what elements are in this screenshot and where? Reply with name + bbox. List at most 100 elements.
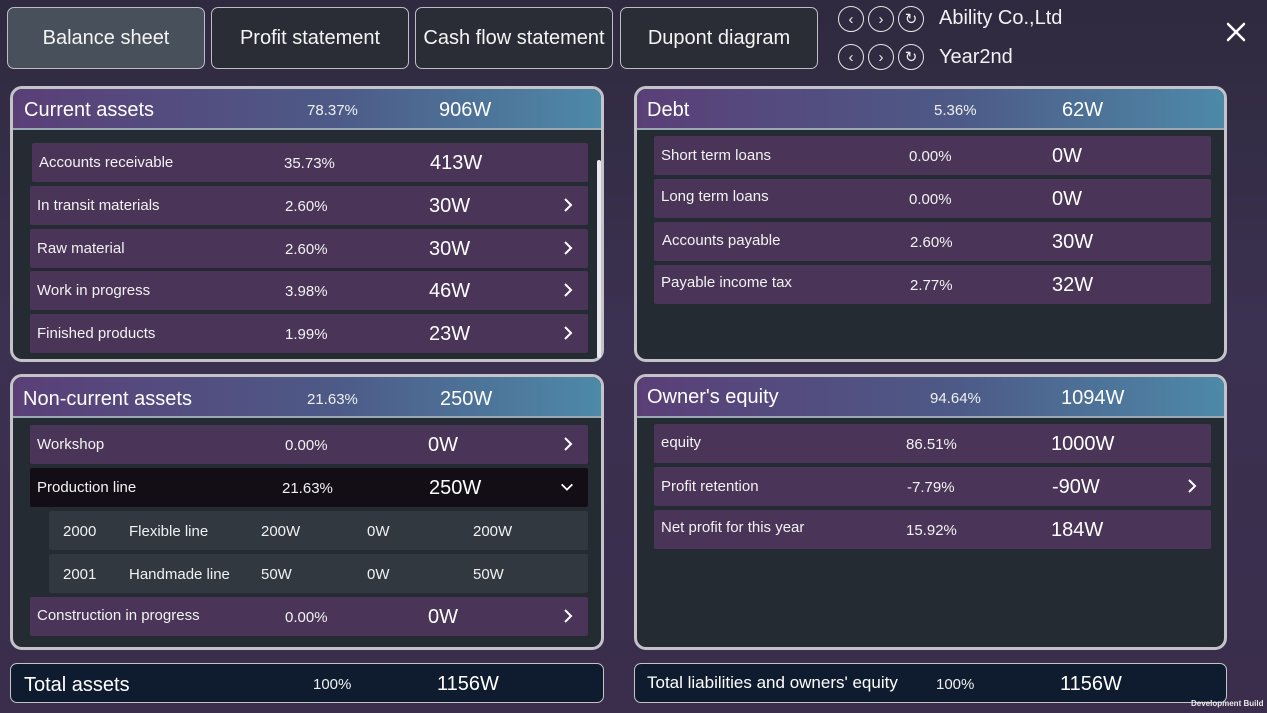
sub-row-value-c: 200W	[473, 523, 513, 540]
row-accounts-receivable[interactable]: Accounts receivable 35.73% 413W	[32, 143, 588, 182]
debt-pct: 5.36%	[934, 102, 977, 119]
owners-equity-title: Owner's equity	[647, 386, 779, 408]
row-label: Work in progress	[37, 282, 151, 299]
company-refresh-button[interactable]: ↻	[898, 6, 924, 32]
current-assets-panel: Current assets 78.37% 906W Accounts rece…	[10, 86, 604, 362]
row-short-term-loans[interactable]: Short term loans 0.00% 0W	[654, 136, 1211, 175]
row-in-transit-materials[interactable]: In transit materials 2.60% 30W	[30, 186, 588, 225]
row-pct: 2.60%	[285, 198, 328, 215]
non-current-assets-panel: Non-current assets 21.63% 250W Workshop …	[10, 374, 604, 650]
row-pct: 21.63%	[282, 480, 333, 497]
year-refresh-button[interactable]: ↻	[898, 44, 924, 70]
sub-row-code: 2001	[63, 566, 97, 583]
row-pct: 2.77%	[910, 277, 953, 294]
row-label: Raw material	[37, 240, 125, 257]
chevron-right-icon[interactable]	[560, 435, 576, 453]
owners-equity-header: Owner's equity 94.64% 1094W	[637, 377, 1224, 418]
row-pct: 0.00%	[285, 609, 328, 626]
chevron-right-icon[interactable]	[1184, 477, 1200, 495]
year-prev-button[interactable]: ‹	[838, 44, 864, 70]
company-name: Ability Co.,Ltd	[939, 7, 1063, 29]
sub-row-flexible-line: 2000 Flexible line 200W 0W 200W	[49, 511, 588, 550]
row-label: Accounts receivable	[39, 154, 174, 171]
row-value: 1000W	[1051, 433, 1115, 455]
total-liabilities-value: 1156W	[1060, 673, 1122, 695]
non-current-assets-pct: 21.63%	[307, 391, 358, 408]
owners-equity-pct: 94.64%	[930, 390, 981, 407]
row-value: 0W	[1052, 145, 1082, 167]
row-label: Long term loans	[661, 188, 769, 205]
row-label: Net profit for this year	[661, 519, 805, 536]
chevron-left-icon: ‹	[848, 48, 854, 66]
non-current-assets-header: Non-current assets 21.63% 250W	[13, 377, 601, 418]
row-label: Construction in progress	[37, 607, 200, 624]
row-value: -90W	[1052, 476, 1100, 498]
non-current-assets-value: 250W	[440, 388, 493, 410]
total-liabilities-bar: Total liabilities and owners' equity 100…	[634, 663, 1227, 703]
row-pct: 2.60%	[285, 241, 328, 258]
chevron-left-icon: ‹	[848, 10, 854, 28]
chevron-down-icon[interactable]	[559, 478, 575, 496]
current-assets-title: Current assets	[24, 99, 155, 121]
row-long-term-loans[interactable]: Long term loans 0.00% 0W	[654, 179, 1211, 218]
chevron-right-icon[interactable]	[560, 196, 576, 214]
owners-equity-value: 1094W	[1061, 387, 1125, 409]
current-assets-value: 906W	[439, 99, 492, 121]
current-assets-header: Current assets 78.37% 906W	[13, 89, 601, 130]
company-next-button[interactable]: ›	[868, 6, 894, 32]
row-value: 0W	[428, 606, 458, 628]
row-net-profit-this-year[interactable]: Net profit for this year 15.92% 184W	[654, 510, 1211, 549]
debt-value: 62W	[1062, 99, 1104, 121]
chevron-right-icon[interactable]	[560, 324, 576, 342]
refresh-icon: ↻	[904, 10, 918, 28]
sub-row-name: Flexible line	[129, 523, 209, 540]
row-label: Production line	[37, 479, 137, 496]
sub-row-value-a: 50W	[261, 566, 292, 583]
row-pct: 1.99%	[285, 326, 328, 343]
row-value: 30W	[429, 195, 471, 217]
row-equity[interactable]: equity 86.51% 1000W	[654, 424, 1211, 463]
row-pct: 0.00%	[909, 148, 952, 165]
row-pct: 86.51%	[906, 436, 957, 453]
row-value: 184W	[1051, 519, 1104, 541]
row-accounts-payable[interactable]: Accounts payable 2.60% 30W	[654, 222, 1211, 261]
row-raw-material[interactable]: Raw material 2.60% 30W	[30, 229, 588, 268]
sub-row-handmade-line: 2001 Handmade line 50W 0W 50W	[49, 554, 588, 593]
row-work-in-progress[interactable]: Work in progress 3.98% 46W	[30, 271, 588, 310]
tab-profit-statement[interactable]: Profit statement	[211, 7, 409, 69]
close-icon[interactable]	[1222, 18, 1250, 46]
row-value: 250W	[429, 477, 482, 499]
current-assets-scrollbar[interactable]	[597, 160, 601, 358]
year-label: Year2nd	[939, 46, 1013, 68]
row-construction-in-progress[interactable]: Construction in progress 0.00% 0W	[30, 597, 588, 636]
chevron-right-icon[interactable]	[560, 281, 576, 299]
tab-balance-sheet[interactable]: Balance sheet	[7, 7, 205, 69]
row-pct: 35.73%	[284, 155, 335, 172]
total-assets-label: Total assets	[24, 674, 130, 696]
row-production-line[interactable]: Production line 21.63% 250W	[30, 468, 588, 507]
tab-cash-flow-statement[interactable]: Cash flow statement	[415, 7, 613, 69]
row-workshop[interactable]: Workshop 0.00% 0W	[30, 425, 588, 464]
tab-dupont-diagram[interactable]: Dupont diagram	[620, 7, 818, 69]
row-value: 0W	[1052, 188, 1082, 210]
row-label: In transit materials	[37, 197, 160, 214]
chevron-right-icon[interactable]	[560, 239, 576, 257]
row-pct: 0.00%	[909, 191, 952, 208]
row-value: 30W	[1052, 231, 1094, 253]
row-label: Accounts payable	[662, 232, 781, 249]
row-pct: 15.92%	[906, 522, 957, 539]
debt-panel: Debt 5.36% 62W Short term loans 0.00% 0W…	[634, 86, 1227, 362]
chevron-right-icon[interactable]	[560, 607, 576, 625]
company-prev-button[interactable]: ‹	[838, 6, 864, 32]
row-profit-retention[interactable]: Profit retention -7.79% -90W	[654, 467, 1211, 506]
refresh-icon: ↻	[904, 48, 918, 66]
chevron-right-icon: ›	[878, 48, 884, 66]
row-label: Profit retention	[661, 478, 759, 495]
year-next-button[interactable]: ›	[868, 44, 894, 70]
row-payable-income-tax[interactable]: Payable income tax 2.77% 32W	[654, 265, 1211, 304]
row-value: 30W	[429, 238, 471, 260]
total-liabilities-pct: 100%	[936, 676, 975, 693]
row-finished-products[interactable]: Finished products 1.99% 23W	[30, 314, 588, 353]
row-value: 46W	[429, 280, 471, 302]
debt-title: Debt	[647, 99, 690, 121]
